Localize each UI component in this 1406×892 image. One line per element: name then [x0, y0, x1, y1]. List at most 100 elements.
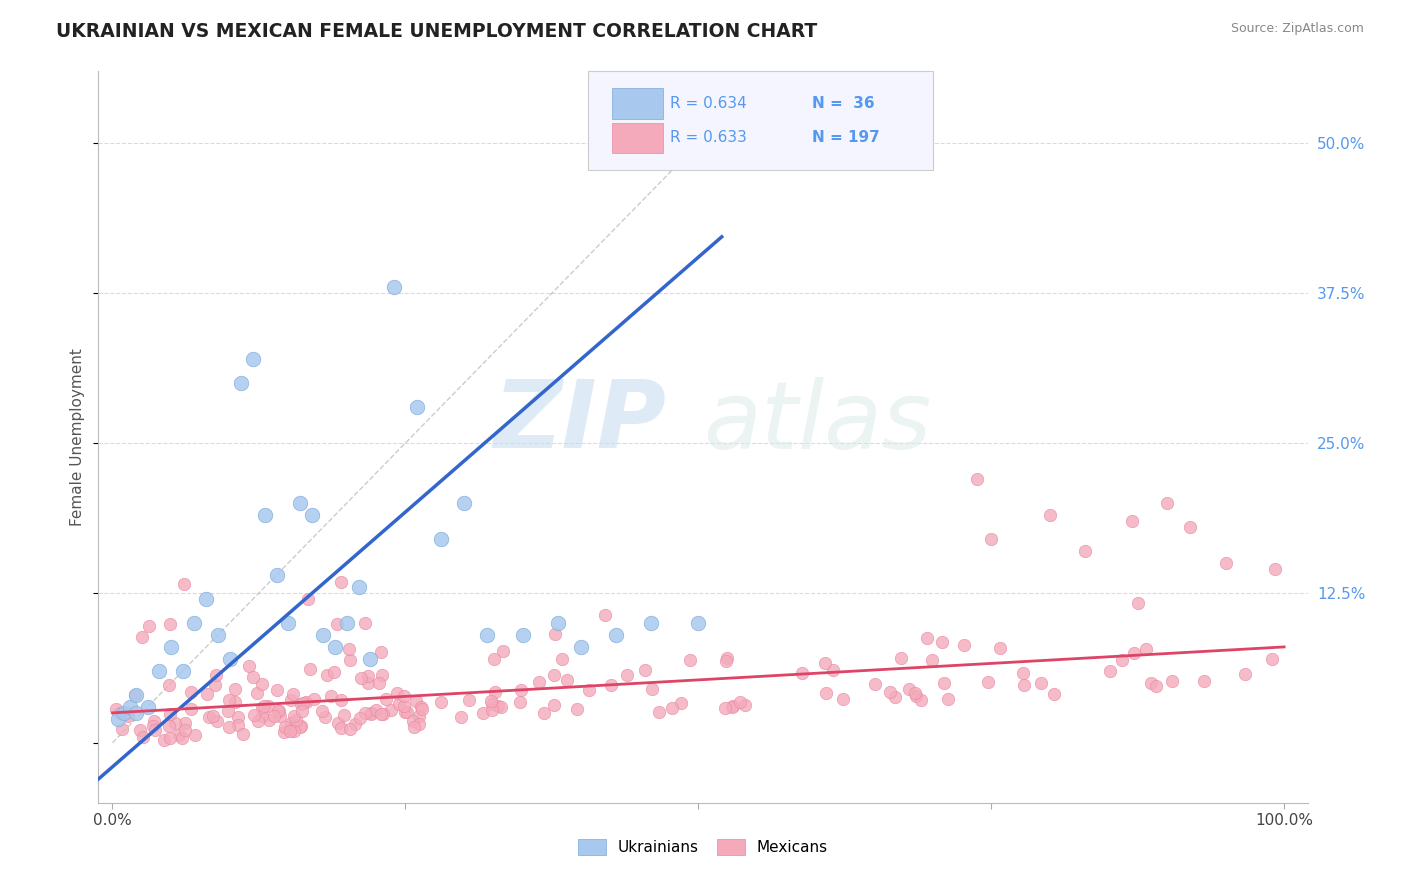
Point [633, 663, 655, 677]
Point [1161, 673, 1184, 688]
Point [267, 705, 290, 719]
Point [159, 617, 181, 632]
Point [245, 686, 267, 700]
Point [402, 714, 425, 728]
Point [578, 682, 600, 697]
Point [489, 700, 512, 714]
Point [174, 723, 197, 737]
Point [988, 640, 1011, 655]
Point [319, 689, 342, 703]
Point [405, 694, 427, 708]
Point [217, 704, 239, 718]
Point [547, 615, 569, 630]
Point [890, 651, 912, 665]
Point [180, 702, 202, 716]
Point [302, 692, 325, 706]
Point [357, 669, 380, 683]
Point [904, 689, 927, 703]
Point [569, 640, 592, 654]
Point [347, 580, 370, 594]
Point [679, 653, 702, 667]
Point [197, 710, 219, 724]
Point [195, 591, 218, 606]
Point [863, 677, 886, 691]
Point [509, 695, 531, 709]
FancyBboxPatch shape [613, 88, 664, 119]
Point [728, 695, 751, 709]
Point [329, 721, 352, 735]
Point [1126, 596, 1149, 610]
Point [408, 708, 430, 723]
Point [273, 720, 295, 734]
Point [360, 706, 382, 720]
Point [108, 706, 131, 721]
Point [641, 682, 664, 697]
Point [148, 664, 170, 678]
Point [204, 677, 226, 691]
Point [966, 472, 988, 486]
Point [280, 723, 302, 737]
Point [543, 698, 565, 712]
Point [253, 508, 276, 522]
Point [1074, 544, 1097, 558]
Point [527, 674, 550, 689]
Point [394, 706, 416, 720]
Point [281, 687, 304, 701]
Point [157, 678, 180, 692]
Point [288, 720, 311, 734]
Point [124, 688, 146, 702]
Point [533, 706, 555, 720]
Point [312, 628, 335, 642]
Point [471, 706, 494, 720]
Text: N =  36: N = 36 [811, 96, 875, 111]
Point [173, 715, 195, 730]
Point [226, 718, 249, 732]
Point [120, 699, 141, 714]
Point [278, 723, 301, 738]
Point [392, 689, 415, 703]
Point [218, 652, 240, 666]
Point [142, 714, 165, 728]
Point [814, 685, 837, 699]
Point [1233, 667, 1256, 681]
Point [453, 496, 475, 510]
Point [374, 691, 396, 706]
Point [201, 709, 224, 723]
Point [330, 693, 353, 707]
Point [640, 615, 662, 630]
Point [207, 628, 229, 642]
Point [370, 645, 392, 659]
Point [250, 677, 273, 691]
Point [406, 400, 429, 414]
Point [1043, 687, 1066, 701]
Point [669, 696, 692, 710]
Point [339, 653, 361, 667]
Point [257, 698, 280, 713]
Point [273, 724, 295, 739]
Point [183, 615, 205, 630]
Point [388, 697, 411, 711]
Point [1264, 562, 1286, 576]
Point [291, 704, 314, 718]
Point [136, 699, 159, 714]
Point [1139, 675, 1161, 690]
Point [980, 532, 1002, 546]
Text: R = 0.633: R = 0.633 [671, 130, 747, 145]
Point [1261, 651, 1284, 665]
Point [484, 684, 506, 698]
Point [790, 666, 813, 681]
Point [125, 706, 148, 720]
Point [329, 575, 352, 590]
Point [142, 719, 165, 733]
Point [903, 686, 925, 700]
Point [716, 650, 738, 665]
Point [932, 676, 955, 690]
Point [266, 568, 288, 582]
Point [883, 690, 905, 704]
Point [359, 652, 381, 666]
Point [283, 709, 305, 723]
Point [243, 707, 266, 722]
Point [314, 710, 336, 724]
Y-axis label: Female Unemployment: Female Unemployment [70, 348, 86, 526]
Point [266, 682, 288, 697]
